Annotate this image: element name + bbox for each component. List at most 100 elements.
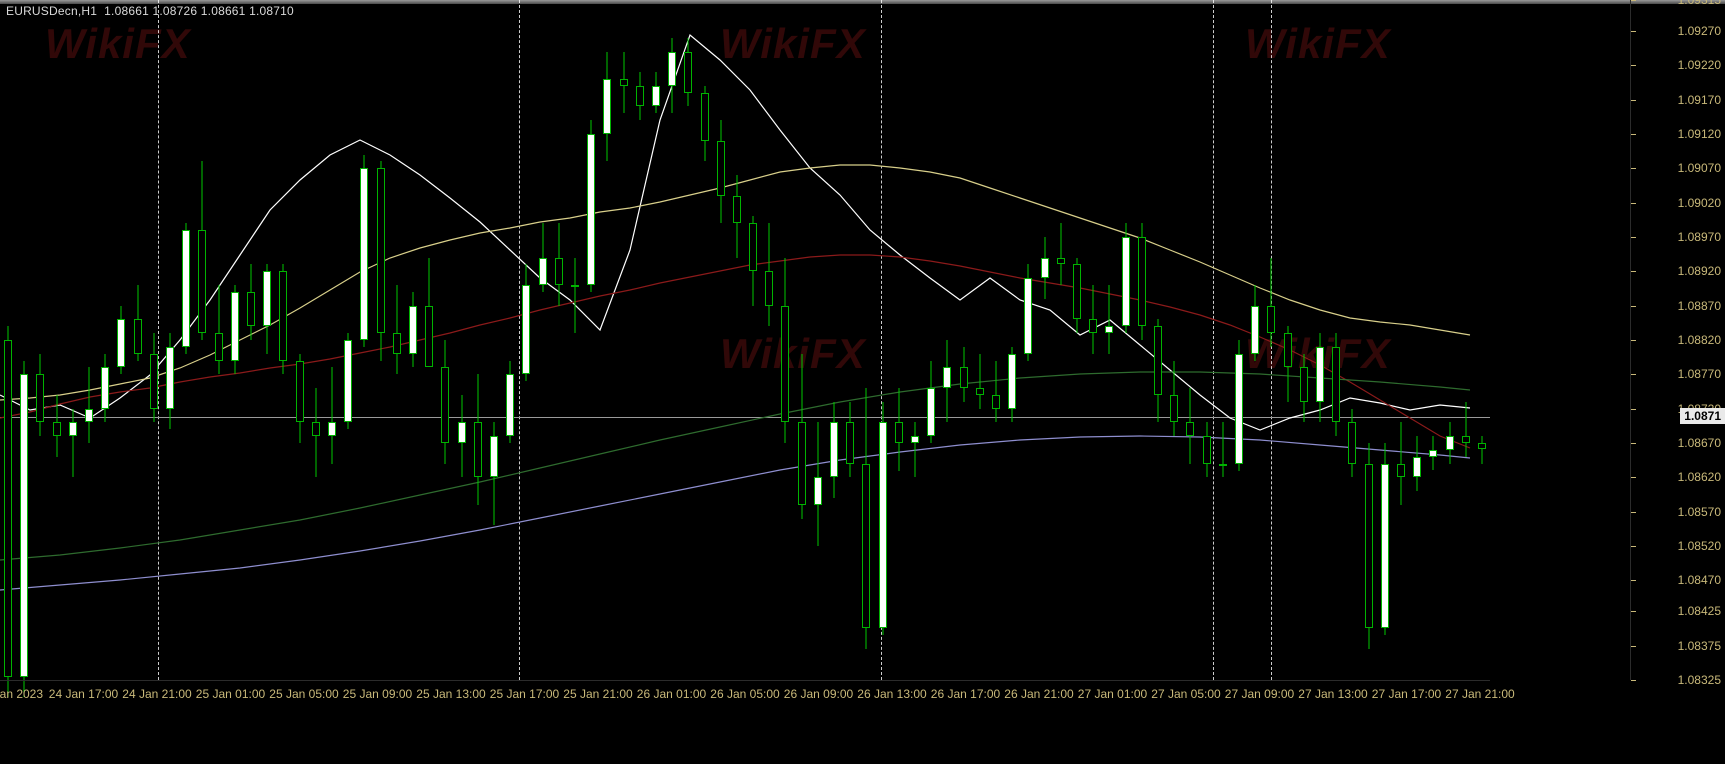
candle-body-bearish — [150, 354, 158, 409]
candle-body-bullish — [344, 340, 352, 422]
candle-wick — [1481, 436, 1482, 463]
candle-body-bullish — [943, 367, 951, 388]
candle-body-bullish — [166, 347, 174, 409]
candle-body-bearish — [279, 271, 287, 360]
candle-body-bearish — [1397, 464, 1405, 478]
candle-body-bullish — [587, 134, 595, 285]
time-tick-label: 24 Jan 17:00 — [49, 687, 118, 701]
candle-body-bearish — [296, 361, 304, 423]
time-tick-label: 26 Jan 05:00 — [710, 687, 779, 701]
candle-body-bearish — [798, 422, 806, 504]
candle-body-bullish — [539, 258, 547, 285]
candle-body-bullish — [231, 292, 239, 361]
time-tick-label: 27 Jan 13:00 — [1298, 687, 1367, 701]
price-tick-mark — [1631, 237, 1636, 238]
candle-body-bullish — [668, 52, 676, 86]
price-tick-mark — [1631, 340, 1636, 341]
price-tick-label: 1.08570 — [1678, 505, 1721, 519]
candle-body-bearish — [765, 271, 773, 305]
price-axis: 1.09315 1.09270 1.09220 1.09170 1.09120 1.090… — [1630, 0, 1725, 680]
candle-wick — [1465, 402, 1466, 457]
time-tick-label: 24 Jan 21:00 — [122, 687, 191, 701]
time-axis: 24 Jan 2023 24 Jan 17:00 24 Jan 21:00 25 Ja… — [0, 680, 1490, 764]
candle-wick — [996, 361, 997, 423]
price-tick-label: 1.08620 — [1678, 470, 1721, 484]
price-tick-label: 1.09020 — [1678, 196, 1721, 210]
candle-body-bearish — [1138, 237, 1146, 326]
candle-body-bearish — [425, 306, 433, 368]
candle-body-bullish — [522, 285, 530, 374]
price-tick-mark — [1631, 611, 1636, 612]
candle-body-bullish — [830, 422, 838, 477]
candle-body-bullish — [101, 367, 109, 408]
time-tick-label: 25 Jan 21:00 — [563, 687, 632, 701]
candle-body-bearish — [1154, 326, 1162, 395]
candle-body-bullish — [1251, 306, 1259, 354]
candle-body-bearish — [474, 422, 482, 477]
time-tick-label: 24 Jan 2023 — [0, 687, 43, 701]
time-tick-label: 25 Jan 13:00 — [416, 687, 485, 701]
price-tick-mark — [1631, 306, 1636, 307]
time-tick-label: 26 Jan 17:00 — [931, 687, 1000, 701]
candle-body-bearish — [684, 52, 692, 93]
candle-body-bullish — [409, 306, 417, 354]
candle-body-bearish — [1284, 333, 1292, 367]
candle-body-bearish — [1089, 319, 1097, 333]
candle-wick — [72, 409, 73, 478]
price-tick-mark — [1631, 512, 1636, 513]
candle-body-bearish — [1267, 306, 1275, 333]
price-tick-label: 1.08520 — [1678, 539, 1721, 553]
candle-wick — [979, 354, 980, 409]
symbol-info-label: EURUSDecn,H1 1.08661 1.08726 1.08661 1.0… — [6, 4, 294, 18]
candle-body-bullish — [20, 374, 28, 676]
candle-body-bearish — [1186, 422, 1194, 436]
price-tick-mark — [1631, 0, 1636, 1]
candle-body-bearish — [1332, 347, 1340, 423]
candle-body-bullish — [263, 271, 271, 326]
candle-wick — [332, 367, 333, 463]
candle-wick — [1222, 422, 1223, 477]
time-tick-label: 26 Jan 09:00 — [784, 687, 853, 701]
candle-body-bearish — [377, 168, 385, 333]
candle-body-bearish — [846, 422, 854, 463]
price-tick-label: 1.08970 — [1678, 230, 1721, 244]
time-tick-label: 27 Jan 21:00 — [1445, 687, 1514, 701]
price-tick-mark — [1631, 31, 1636, 32]
candle-body-bearish — [441, 367, 449, 443]
candle-body-bullish — [182, 230, 190, 347]
price-tick-label: 1.08670 — [1678, 436, 1721, 450]
chart-window: EURUSDecn,H1 1.08661 1.08726 1.08661 1.0… — [0, 0, 1725, 764]
candle-body-bullish — [927, 388, 935, 436]
candle-body-bearish — [960, 367, 968, 388]
price-tick-mark — [1631, 374, 1636, 375]
price-tick-mark — [1631, 443, 1636, 444]
current-price-badge: 1.0871 — [1680, 408, 1725, 424]
candle-wick — [89, 367, 90, 443]
candle-body-bullish — [360, 168, 368, 340]
price-tick-label: 1.08425 — [1678, 604, 1721, 618]
ma-green-trend-line — [0, 372, 1470, 560]
candle-body-bearish — [749, 223, 757, 271]
candle-body-bullish — [571, 285, 579, 287]
candle-wick — [396, 285, 397, 374]
candle-body-bullish — [506, 374, 514, 436]
candle-wick — [218, 285, 219, 374]
candle-body-bearish — [976, 388, 984, 395]
price-tick-mark — [1631, 409, 1636, 410]
price-tick-label: 1.09315 — [1678, 0, 1721, 7]
time-tick-label: 27 Jan 01:00 — [1078, 687, 1147, 701]
candle-body-bullish — [1219, 464, 1227, 466]
price-tick-label: 1.08920 — [1678, 264, 1721, 278]
candle-body-bearish — [198, 230, 206, 333]
candle-body-bearish — [1478, 443, 1486, 449]
candle-body-bullish — [328, 422, 336, 436]
price-tick-label: 1.08870 — [1678, 299, 1721, 313]
candlestick-plot-area[interactable] — [0, 0, 1490, 680]
candle-wick — [915, 422, 916, 477]
candle-body-bullish — [879, 422, 887, 628]
time-tick-label: 25 Jan 01:00 — [196, 687, 265, 701]
moving-averages-svg — [0, 0, 1490, 680]
candle-body-bearish — [717, 141, 725, 196]
price-tick-label: 1.08325 — [1678, 673, 1721, 687]
candle-body-bearish — [1300, 367, 1308, 401]
